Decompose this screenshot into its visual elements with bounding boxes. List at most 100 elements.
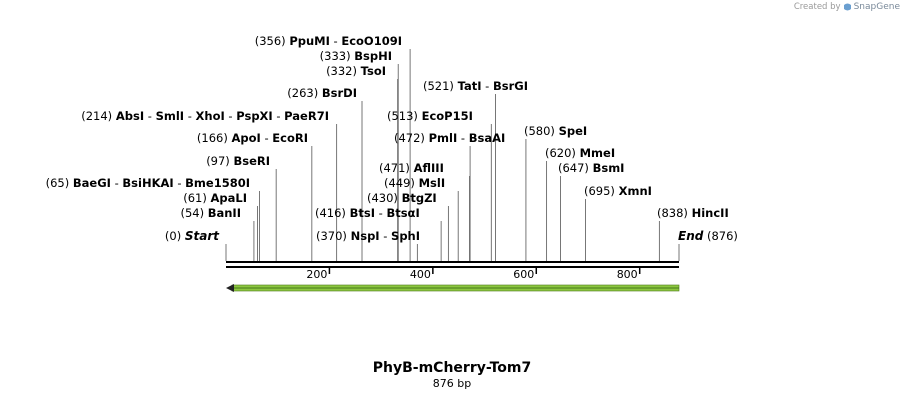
site-label-416[interactable]: (416) BtsI - BtsαI (315, 206, 420, 220)
site-label-620[interactable]: (620) MmeI (545, 146, 615, 160)
start-label: (0) Start (165, 229, 220, 243)
site-position: (430) (367, 191, 402, 205)
enzyme-name: BaeGI (73, 176, 111, 190)
site-label-695[interactable]: (695) XmnI (584, 184, 652, 198)
end-label: End (876) (678, 229, 738, 243)
ruler-label-800: 800 (617, 268, 638, 281)
site-position: (647) (558, 161, 593, 175)
site-position: (838) (657, 206, 692, 220)
site-position: (471) (379, 161, 414, 175)
site-position: (695) (584, 184, 619, 198)
enzyme-name: BanII (208, 206, 241, 220)
site-position: (513) (387, 109, 422, 123)
site-position: (65) (46, 176, 73, 190)
site-label-647[interactable]: (647) BsmI (558, 161, 624, 175)
site-position: (370) (316, 229, 351, 243)
site-position: (61) (183, 191, 210, 205)
site-label-521[interactable]: (521) TatI - BsrGI (423, 79, 528, 93)
enzyme-name: XmnI (619, 184, 652, 198)
enzyme-name: SphI (391, 229, 420, 243)
enzyme-name: PmlI (429, 131, 458, 145)
enzyme-name: EcoO109I (341, 34, 402, 48)
enzyme-name: EcoP15I (422, 109, 473, 123)
enzyme-name: SmlI (156, 109, 185, 123)
enzyme-name: BtgZI (402, 191, 437, 205)
site-position: (97) (206, 154, 233, 168)
site-label-356[interactable]: (356) PpuMI - EcoO109I (255, 34, 402, 48)
enzyme-name: BsrDI (322, 86, 357, 100)
site-position: (472) (394, 131, 429, 145)
enzyme-name: BspHI (354, 49, 392, 63)
enzyme-name: TatI (458, 79, 482, 93)
ruler-ticks: 200 400 600 800 (306, 268, 641, 281)
enzyme-name: PaeR7I (284, 109, 329, 123)
site-label-472[interactable]: (472) PmlI - BsaAI (394, 131, 505, 145)
site-label-449[interactable]: (449) MslI (384, 176, 445, 190)
site-position: (449) (384, 176, 419, 190)
enzyme-name: PspXI (236, 109, 272, 123)
enzyme-name: EcoRI (272, 131, 308, 145)
site-label-430[interactable]: (430) BtgZI (367, 191, 437, 205)
site-label-580[interactable]: (580) SpeI (524, 124, 587, 138)
credit-prefix: Created by (793, 2, 841, 12)
sequence-length: 876 bp (432, 377, 472, 390)
enzyme-name: BtsI (350, 206, 375, 220)
feature-arrow[interactable] (226, 284, 680, 292)
site-position: (580) (524, 124, 559, 138)
site-position: (521) (423, 79, 458, 93)
enzyme-name: MmeI (580, 146, 616, 160)
sequence-backbone (226, 261, 679, 268)
enzyme-name: BtsαI (386, 206, 419, 220)
site-label-97[interactable]: (97) BseRI (206, 154, 270, 168)
site-leader-lines (225, 49, 680, 261)
ruler-label-600: 600 (513, 268, 534, 281)
enzyme-name: MslI (419, 176, 446, 190)
site-label-166[interactable]: (166) ApoI - EcoRI (197, 131, 308, 145)
enzyme-name: NspI (351, 229, 380, 243)
enzyme-name: HincII (692, 206, 729, 220)
enzyme-name: BsmI (593, 161, 625, 175)
enzyme-name: XhoI (196, 109, 225, 123)
site-label-263[interactable]: (263) BsrDI (287, 86, 357, 100)
site-position: (332) (326, 64, 361, 78)
site-position: (620) (545, 146, 580, 160)
site-label-370[interactable]: (370) NspI - SphI (316, 229, 420, 243)
enzyme-name: BsiHKAI (122, 176, 173, 190)
snapgene-credit: Created by SnapGene (794, 2, 900, 12)
enzyme-name: BsrGI (493, 79, 528, 93)
site-label-333[interactable]: (333) BspHI (320, 49, 392, 63)
site-position: (214) (81, 109, 116, 123)
site-labels: (54) BanII(61) ApaLI(65) BaeGI - BsiHKAI… (46, 34, 738, 243)
site-label-513[interactable]: (513) EcoP15I (387, 109, 473, 123)
site-label-332[interactable]: (332) TsoI (326, 64, 386, 78)
enzyme-name: AbsI (116, 109, 144, 123)
site-label-214[interactable]: (214) AbsI - SmlI - XhoI - PspXI - PaeR7… (81, 109, 329, 123)
enzyme-name: PpuMI (289, 34, 330, 48)
site-label-61[interactable]: (61) ApaLI (183, 191, 247, 205)
enzyme-name: TsoI (361, 64, 386, 78)
enzyme-name: SpeI (559, 124, 588, 138)
site-label-65[interactable]: (65) BaeGI - BsiHKAI - Bme1580I (46, 176, 250, 190)
ruler-label-200: 200 (306, 268, 327, 281)
site-position: (416) (315, 206, 350, 220)
site-label-838[interactable]: (838) HincII (657, 206, 729, 220)
site-label-54[interactable]: (54) BanII (180, 206, 241, 220)
sequence-title: PhyB-mCherry-Tom7 (372, 360, 532, 376)
enzyme-name: Bme1580I (185, 176, 250, 190)
enzyme-name: BsaAI (469, 131, 506, 145)
enzyme-name: ApoI (232, 131, 261, 145)
site-position: (166) (197, 131, 232, 145)
site-position: (263) (287, 86, 322, 100)
snapgene-logo-icon (843, 3, 851, 11)
credit-brand: SnapGene (853, 2, 900, 12)
site-position: (333) (320, 49, 355, 63)
ruler-label-400: 400 (410, 268, 431, 281)
enzyme-name: ApaLI (211, 191, 248, 205)
site-position: (356) (255, 34, 290, 48)
site-label-471[interactable]: (471) AflIII (379, 161, 444, 175)
enzyme-name: AflIII (414, 161, 444, 175)
site-position: (54) (180, 206, 207, 220)
feature-arrowhead-icon (226, 284, 234, 292)
enzyme-name: BseRI (233, 154, 270, 168)
